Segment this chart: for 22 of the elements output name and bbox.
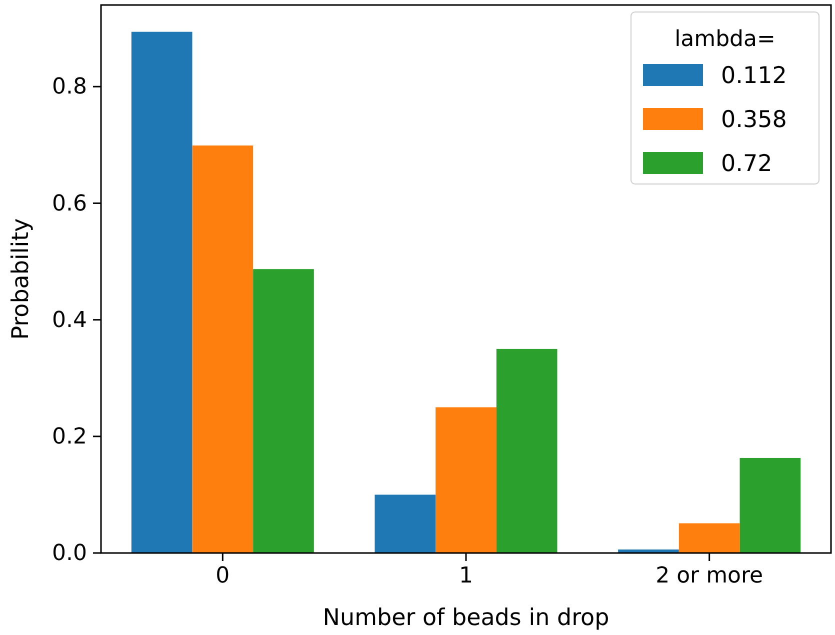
bar [496,348,558,553]
bar [374,494,436,553]
x-tick-label: 1 [459,564,473,589]
bar [740,458,801,553]
bar [436,407,496,553]
bar [131,32,192,553]
bar [253,269,314,553]
y-tick-label: 0.4 [52,308,87,333]
y-tick-label: 0.6 [52,191,87,216]
y-tick-label: 0.0 [52,541,87,566]
y-tick-label: 0.2 [52,424,87,450]
bar [192,146,254,553]
legend-label: 0.112 [721,63,787,89]
x-tick-label: 2 or more [656,564,764,589]
legend-title: lambda= [674,27,776,52]
y-tick-label: 0.8 [52,74,87,100]
bar [678,523,740,553]
y-axis-title: Probability [8,218,34,340]
legend-label: 0.72 [721,151,772,177]
x-tick-label: 0 [216,564,230,589]
x-axis-title: Number of beads in drop [322,605,610,631]
legend-label: 0.358 [721,107,787,133]
